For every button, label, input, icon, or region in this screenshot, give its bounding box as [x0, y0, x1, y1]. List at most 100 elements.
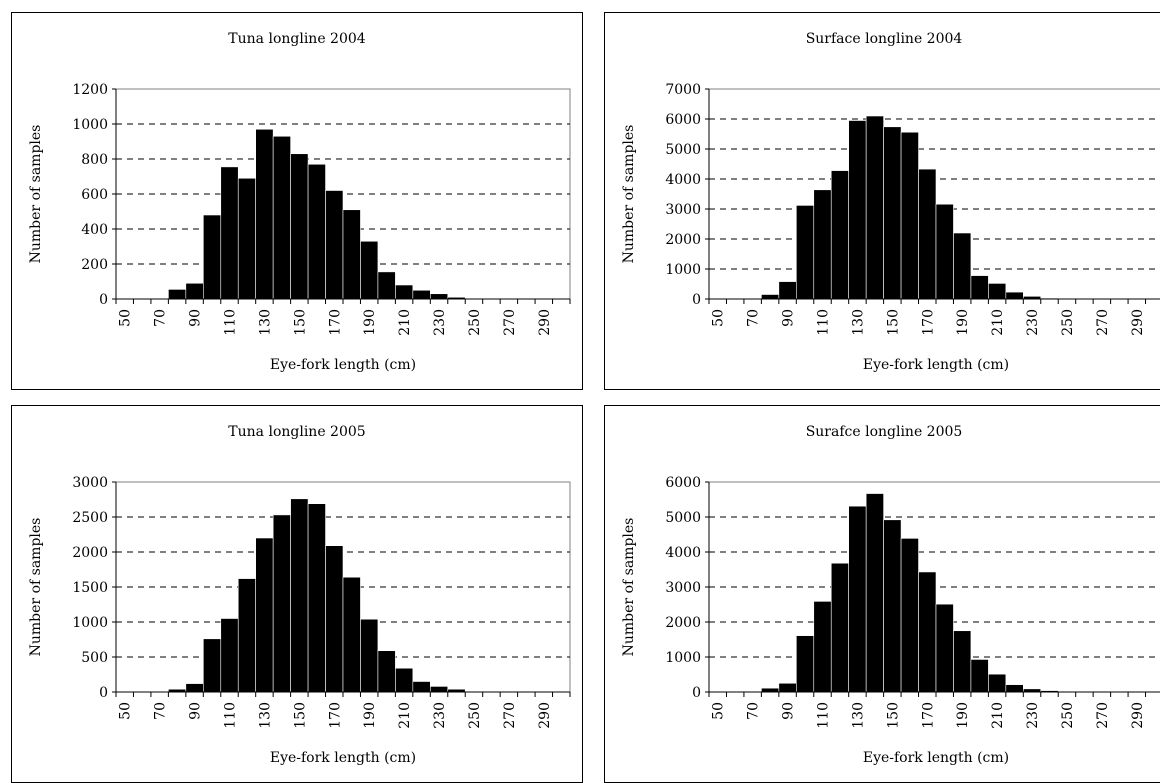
- x-tick-label: 70: [153, 309, 169, 327]
- bar: [377, 650, 396, 693]
- x-tick-label: 50: [118, 702, 134, 720]
- bar: [761, 687, 780, 693]
- chart-panel-tuna-2004: Tuna longline 2004 0 200 400 600 800 1000 1200 5…: [11, 12, 583, 390]
- bar: [307, 503, 326, 693]
- y-tick-label: 1000: [665, 650, 701, 666]
- bar: [203, 214, 222, 300]
- bar: [970, 275, 989, 300]
- y-tick-label: 800: [81, 152, 108, 168]
- x-tick-label: 230: [432, 309, 448, 336]
- bar: [237, 578, 256, 693]
- y-tick-label: 1200: [72, 82, 108, 98]
- bar: [970, 659, 989, 693]
- x-tick-label: 270: [1095, 702, 1111, 729]
- y-tick-label: 200: [81, 257, 108, 273]
- y-tick-label: 0: [692, 292, 701, 308]
- x-tick-label: 290: [537, 309, 553, 336]
- bar: [1005, 291, 1024, 300]
- x-tick-label: 250: [1060, 309, 1076, 336]
- y-axis-label: Number of samples: [28, 518, 44, 657]
- y-tick-label: 4000: [665, 545, 701, 561]
- x-tick-label: 250: [1060, 702, 1076, 729]
- x-tick-label: 70: [153, 702, 169, 720]
- bar: [883, 126, 902, 300]
- y-tick-label: 4000: [665, 172, 701, 188]
- bar: [900, 538, 919, 693]
- chart-title: Surface longline 2004: [806, 31, 963, 47]
- x-tick-label: 210: [990, 702, 1006, 729]
- x-tick-label: 90: [188, 702, 204, 720]
- histogram-surface-2005: Surafce longline 2005 0 1000 2000 3000 4000 50…: [621, 424, 1160, 766]
- bar: [865, 493, 884, 693]
- x-tick-label: 290: [1130, 702, 1146, 729]
- x-tick-label: 270: [502, 309, 518, 336]
- histogram-tuna-2004: Tuna longline 2004 0 200 400 600 800 1000 1200 5…: [28, 31, 571, 373]
- bar: [430, 686, 449, 693]
- bar: [761, 294, 780, 300]
- y-tick-label: 2000: [665, 232, 701, 248]
- x-axis-label: Eye-fork length (cm): [270, 750, 416, 766]
- x-tick-label: 170: [920, 309, 936, 336]
- bar: [830, 170, 849, 300]
- x-tick-label: 50: [711, 309, 727, 327]
- x-tick-label: 150: [292, 309, 308, 336]
- bar: [1005, 684, 1024, 693]
- x-tick-label: 210: [397, 309, 413, 336]
- chart-title: Tuna longline 2004: [228, 31, 365, 47]
- x-tick-label: 150: [885, 309, 901, 336]
- x-tick-label: 130: [257, 702, 273, 729]
- bar: [953, 232, 972, 300]
- bar: [395, 667, 414, 693]
- bar: [185, 683, 204, 693]
- bar: [988, 283, 1007, 300]
- bar: [272, 135, 291, 300]
- x-tick-label: 230: [1025, 309, 1041, 336]
- y-tick-label: 2500: [72, 510, 108, 526]
- y-tick-label: 3000: [665, 580, 701, 596]
- bar: [342, 576, 361, 693]
- x-tick-label: 270: [502, 702, 518, 729]
- y-axis-label: Number of samples: [621, 518, 637, 657]
- bar: [796, 635, 815, 693]
- bar: [778, 281, 797, 300]
- bar: [883, 519, 902, 693]
- x-tick-label: 230: [432, 702, 448, 729]
- x-tick-label: 70: [746, 309, 762, 327]
- bar: [778, 682, 797, 693]
- bar: [935, 203, 954, 300]
- x-tick-label: 190: [955, 309, 971, 336]
- x-axis-label: Eye-fork length (cm): [863, 750, 1009, 766]
- x-tick-label: 170: [327, 309, 343, 336]
- bar: [430, 293, 449, 300]
- x-tick-label: 290: [537, 702, 553, 729]
- bar: [255, 128, 274, 300]
- x-tick-label: 110: [816, 702, 832, 729]
- bar: [412, 289, 431, 300]
- bar: [918, 168, 937, 300]
- y-tick-label: 400: [81, 222, 108, 238]
- y-axis-label: Number of samples: [621, 125, 637, 264]
- chart-title: Tuna longline 2005: [228, 424, 365, 440]
- x-axis-label: Eye-fork length (cm): [863, 357, 1009, 373]
- x-tick-label: 110: [816, 309, 832, 336]
- y-tick-label: 1500: [72, 580, 108, 596]
- bar: [185, 282, 204, 300]
- bar: [918, 571, 937, 693]
- bar: [325, 545, 344, 693]
- bar: [395, 284, 414, 300]
- y-tick-label: 600: [81, 187, 108, 203]
- x-tick-label: 90: [188, 309, 204, 327]
- y-tick-label: 3000: [72, 475, 108, 491]
- histogram-surface-2004: Surface longline 2004 0 1000 2000 3000 4000 50…: [621, 31, 1160, 373]
- chart-title: Surafce longline 2005: [806, 424, 963, 440]
- x-tick-label: 130: [257, 309, 273, 336]
- bar: [796, 205, 815, 300]
- x-tick-label: 190: [362, 702, 378, 729]
- x-tick-label: 190: [955, 702, 971, 729]
- bar: [377, 271, 396, 300]
- bar: [988, 673, 1007, 693]
- x-tick-label: 110: [223, 702, 239, 729]
- x-tick-label: 210: [397, 702, 413, 729]
- x-tick-label: 90: [781, 309, 797, 327]
- x-tick-label: 150: [885, 702, 901, 729]
